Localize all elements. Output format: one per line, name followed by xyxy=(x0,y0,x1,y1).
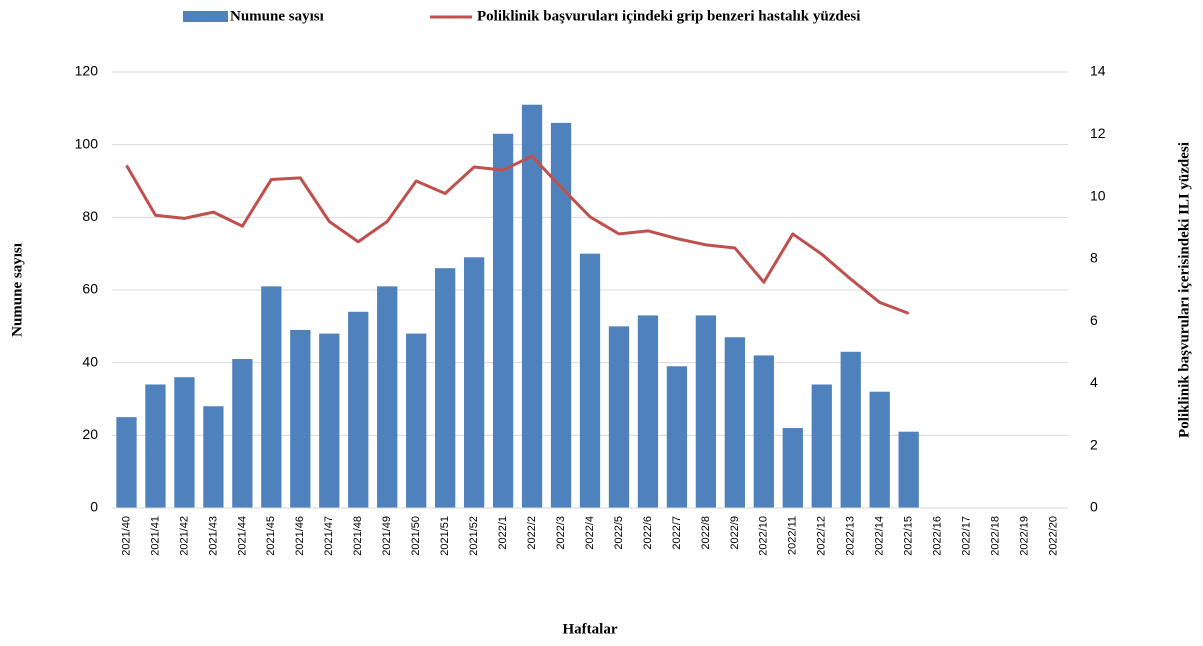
x-tick-label: 2022/1 xyxy=(497,516,509,550)
x-tick-label: 2022/20 xyxy=(1047,516,1059,556)
x-tick-label: 2022/9 xyxy=(729,516,741,550)
x-tick-label: 2021/50 xyxy=(410,516,422,556)
x-tick-label: 2021/42 xyxy=(178,516,190,556)
bar xyxy=(203,406,224,508)
bar xyxy=(348,311,369,508)
y-tick-label: 20 xyxy=(82,426,98,442)
x-tick-label: 2021/49 xyxy=(381,516,393,556)
x-tick-label: 2021/44 xyxy=(236,516,248,556)
x-tick-label: 2021/40 xyxy=(120,516,132,556)
y2-tick-label: 14 xyxy=(1090,63,1106,79)
x-tick-label: 2022/18 xyxy=(989,516,1001,556)
line xyxy=(125,154,910,315)
y2-tick-label: 8 xyxy=(1090,250,1098,266)
x-tick-label: 2022/11 xyxy=(787,516,799,555)
bar xyxy=(261,286,282,508)
y2-tick-label: 4 xyxy=(1090,374,1098,390)
bar xyxy=(550,122,572,508)
bar xyxy=(406,333,427,508)
bar xyxy=(579,253,601,508)
x-tick-label: 2021/52 xyxy=(468,516,480,556)
x-tick-label: 2022/14 xyxy=(874,516,886,556)
bar xyxy=(435,268,456,508)
legend-swatch xyxy=(183,11,228,22)
x-tick-label: 2022/6 xyxy=(642,516,654,550)
bar xyxy=(840,351,861,508)
bar xyxy=(869,391,890,508)
y2-tick-label: 6 xyxy=(1090,312,1098,328)
x-tick-label: 2021/48 xyxy=(352,516,364,556)
y-tick-label: 100 xyxy=(75,135,99,151)
bar xyxy=(811,384,832,508)
x-tick-label: 2022/12 xyxy=(816,516,828,556)
bar xyxy=(695,315,717,508)
bar xyxy=(145,384,166,508)
bar xyxy=(174,377,195,508)
x-tick-label: 2021/47 xyxy=(323,516,335,556)
y-tick-label: 0 xyxy=(90,499,98,515)
x-tick-label: 2021/45 xyxy=(265,516,277,556)
x-tick-label: 2022/15 xyxy=(903,516,915,556)
y2-tick-label: 12 xyxy=(1090,125,1106,141)
bar xyxy=(608,326,630,508)
bar xyxy=(463,257,485,508)
bar xyxy=(377,286,398,508)
x-axis-title: Haftalar xyxy=(563,621,618,637)
x-tick-label: 2021/46 xyxy=(294,516,306,556)
y2-tick-label: 2 xyxy=(1090,436,1098,452)
y-tick-label: 40 xyxy=(82,353,98,369)
x-tick-label: 2022/10 xyxy=(758,516,770,556)
x-tick-label: 2022/4 xyxy=(584,516,596,550)
x-tick-label: 2022/2 xyxy=(526,516,538,550)
bar xyxy=(319,333,340,508)
bar xyxy=(492,133,514,508)
bar xyxy=(782,428,803,508)
x-tick-label: 2021/41 xyxy=(149,516,161,556)
legend-label: Numune sayısı xyxy=(230,8,324,24)
y2-tick-label: 10 xyxy=(1090,187,1106,203)
bar xyxy=(232,359,253,508)
y-tick-label: 80 xyxy=(82,208,98,224)
x-tick-label: 2022/7 xyxy=(671,516,683,550)
legend-label: Poliklinik başvuruları içindeki grip ben… xyxy=(477,8,860,24)
x-tick-label: 2022/13 xyxy=(845,516,857,556)
bar xyxy=(290,329,311,508)
y-tick-label: 60 xyxy=(82,281,98,297)
x-tick-label: 2022/17 xyxy=(961,516,973,556)
x-tick-label: 2022/19 xyxy=(1018,516,1030,556)
bar xyxy=(116,417,137,508)
x-tick-label: 2022/8 xyxy=(700,516,712,550)
bar xyxy=(521,104,543,508)
bar xyxy=(724,337,745,508)
x-tick-label: 2022/16 xyxy=(932,516,944,556)
x-tick-label: 2022/3 xyxy=(555,516,567,550)
bar xyxy=(666,366,688,508)
y-tick-label: 120 xyxy=(75,63,99,79)
bar xyxy=(753,355,774,508)
y2-axis-title: Poliklinik başvuruları içerisindeki ILI … xyxy=(1176,142,1192,438)
y-axis-title: Numune sayısı xyxy=(9,243,25,337)
bar xyxy=(898,431,919,508)
x-tick-label: 2021/43 xyxy=(207,516,219,556)
x-tick-label: 2021/51 xyxy=(439,516,451,556)
bar xyxy=(637,315,659,508)
x-tick-label: 2022/5 xyxy=(613,516,625,550)
y2-tick-label: 0 xyxy=(1090,499,1098,515)
